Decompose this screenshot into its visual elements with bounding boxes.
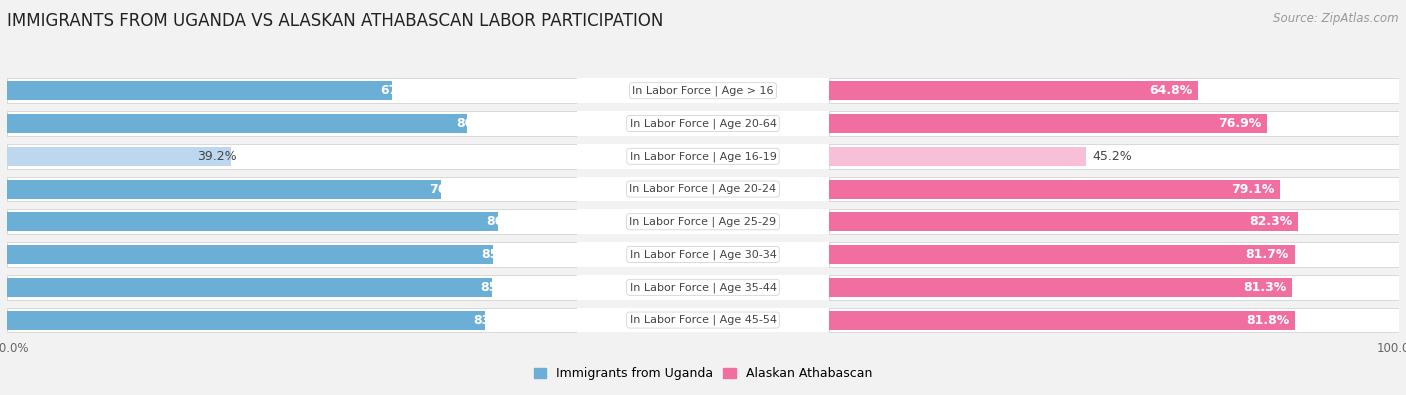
Text: In Labor Force | Age 45-54: In Labor Force | Age 45-54 [630, 315, 776, 325]
Bar [7, 278, 492, 297]
Text: 85.0%: 85.0% [481, 281, 524, 294]
Bar [7, 308, 578, 333]
Text: Source: ZipAtlas.com: Source: ZipAtlas.com [1274, 12, 1399, 25]
Bar [828, 111, 1399, 136]
Text: In Labor Force | Age 25-29: In Labor Force | Age 25-29 [630, 216, 776, 227]
Bar [578, 78, 828, 103]
Text: 82.3%: 82.3% [1249, 215, 1292, 228]
Bar [828, 177, 1399, 201]
Bar [828, 275, 1399, 300]
Text: 80.7%: 80.7% [456, 117, 499, 130]
Text: 81.8%: 81.8% [1246, 314, 1289, 327]
Text: 76.9%: 76.9% [1218, 117, 1261, 130]
Bar [578, 177, 828, 201]
Bar [7, 81, 392, 100]
Text: In Labor Force | Age 16-19: In Labor Force | Age 16-19 [630, 151, 776, 162]
Text: IMMIGRANTS FROM UGANDA VS ALASKAN ATHABASCAN LABOR PARTICIPATION: IMMIGRANTS FROM UGANDA VS ALASKAN ATHABA… [7, 12, 664, 30]
Bar [828, 147, 1087, 166]
Text: In Labor Force | Age 20-64: In Labor Force | Age 20-64 [630, 118, 776, 129]
Text: 67.5%: 67.5% [381, 84, 425, 97]
Legend: Immigrants from Uganda, Alaskan Athabascan: Immigrants from Uganda, Alaskan Athabasc… [534, 367, 872, 380]
Bar [7, 245, 494, 264]
Bar [7, 114, 467, 133]
Text: In Labor Force | Age > 16: In Labor Force | Age > 16 [633, 85, 773, 96]
Bar [828, 78, 1399, 103]
Text: 79.1%: 79.1% [1230, 182, 1274, 196]
Bar [828, 144, 1399, 169]
Bar [828, 245, 1295, 264]
Bar [578, 308, 828, 333]
Bar [7, 242, 578, 267]
Bar [7, 310, 485, 329]
Bar [7, 78, 578, 103]
Text: 85.2%: 85.2% [482, 248, 524, 261]
Text: 45.2%: 45.2% [1092, 150, 1132, 163]
Text: 64.8%: 64.8% [1149, 84, 1192, 97]
Text: In Labor Force | Age 20-24: In Labor Force | Age 20-24 [630, 184, 776, 194]
Text: 39.2%: 39.2% [197, 150, 236, 163]
Bar [578, 275, 828, 300]
Text: 76.0%: 76.0% [429, 182, 472, 196]
Text: 83.7%: 83.7% [472, 314, 516, 327]
Bar [828, 209, 1399, 234]
Text: 81.3%: 81.3% [1243, 281, 1286, 294]
Bar [828, 179, 1279, 199]
Bar [828, 81, 1198, 100]
Bar [7, 177, 578, 201]
Bar [7, 212, 498, 231]
Bar [7, 111, 578, 136]
Bar [828, 308, 1399, 333]
Bar [578, 209, 828, 234]
Text: In Labor Force | Age 30-34: In Labor Force | Age 30-34 [630, 249, 776, 260]
Bar [828, 278, 1292, 297]
Bar [828, 242, 1399, 267]
Text: 86.0%: 86.0% [486, 215, 530, 228]
Bar [7, 179, 440, 199]
Bar [828, 114, 1267, 133]
Bar [828, 212, 1298, 231]
Bar [7, 275, 578, 300]
Bar [7, 209, 578, 234]
Text: In Labor Force | Age 35-44: In Labor Force | Age 35-44 [630, 282, 776, 293]
Bar [578, 144, 828, 169]
Bar [578, 242, 828, 267]
Text: 81.7%: 81.7% [1246, 248, 1289, 261]
Bar [578, 111, 828, 136]
Bar [7, 147, 231, 166]
Bar [828, 310, 1295, 329]
Bar [7, 144, 578, 169]
